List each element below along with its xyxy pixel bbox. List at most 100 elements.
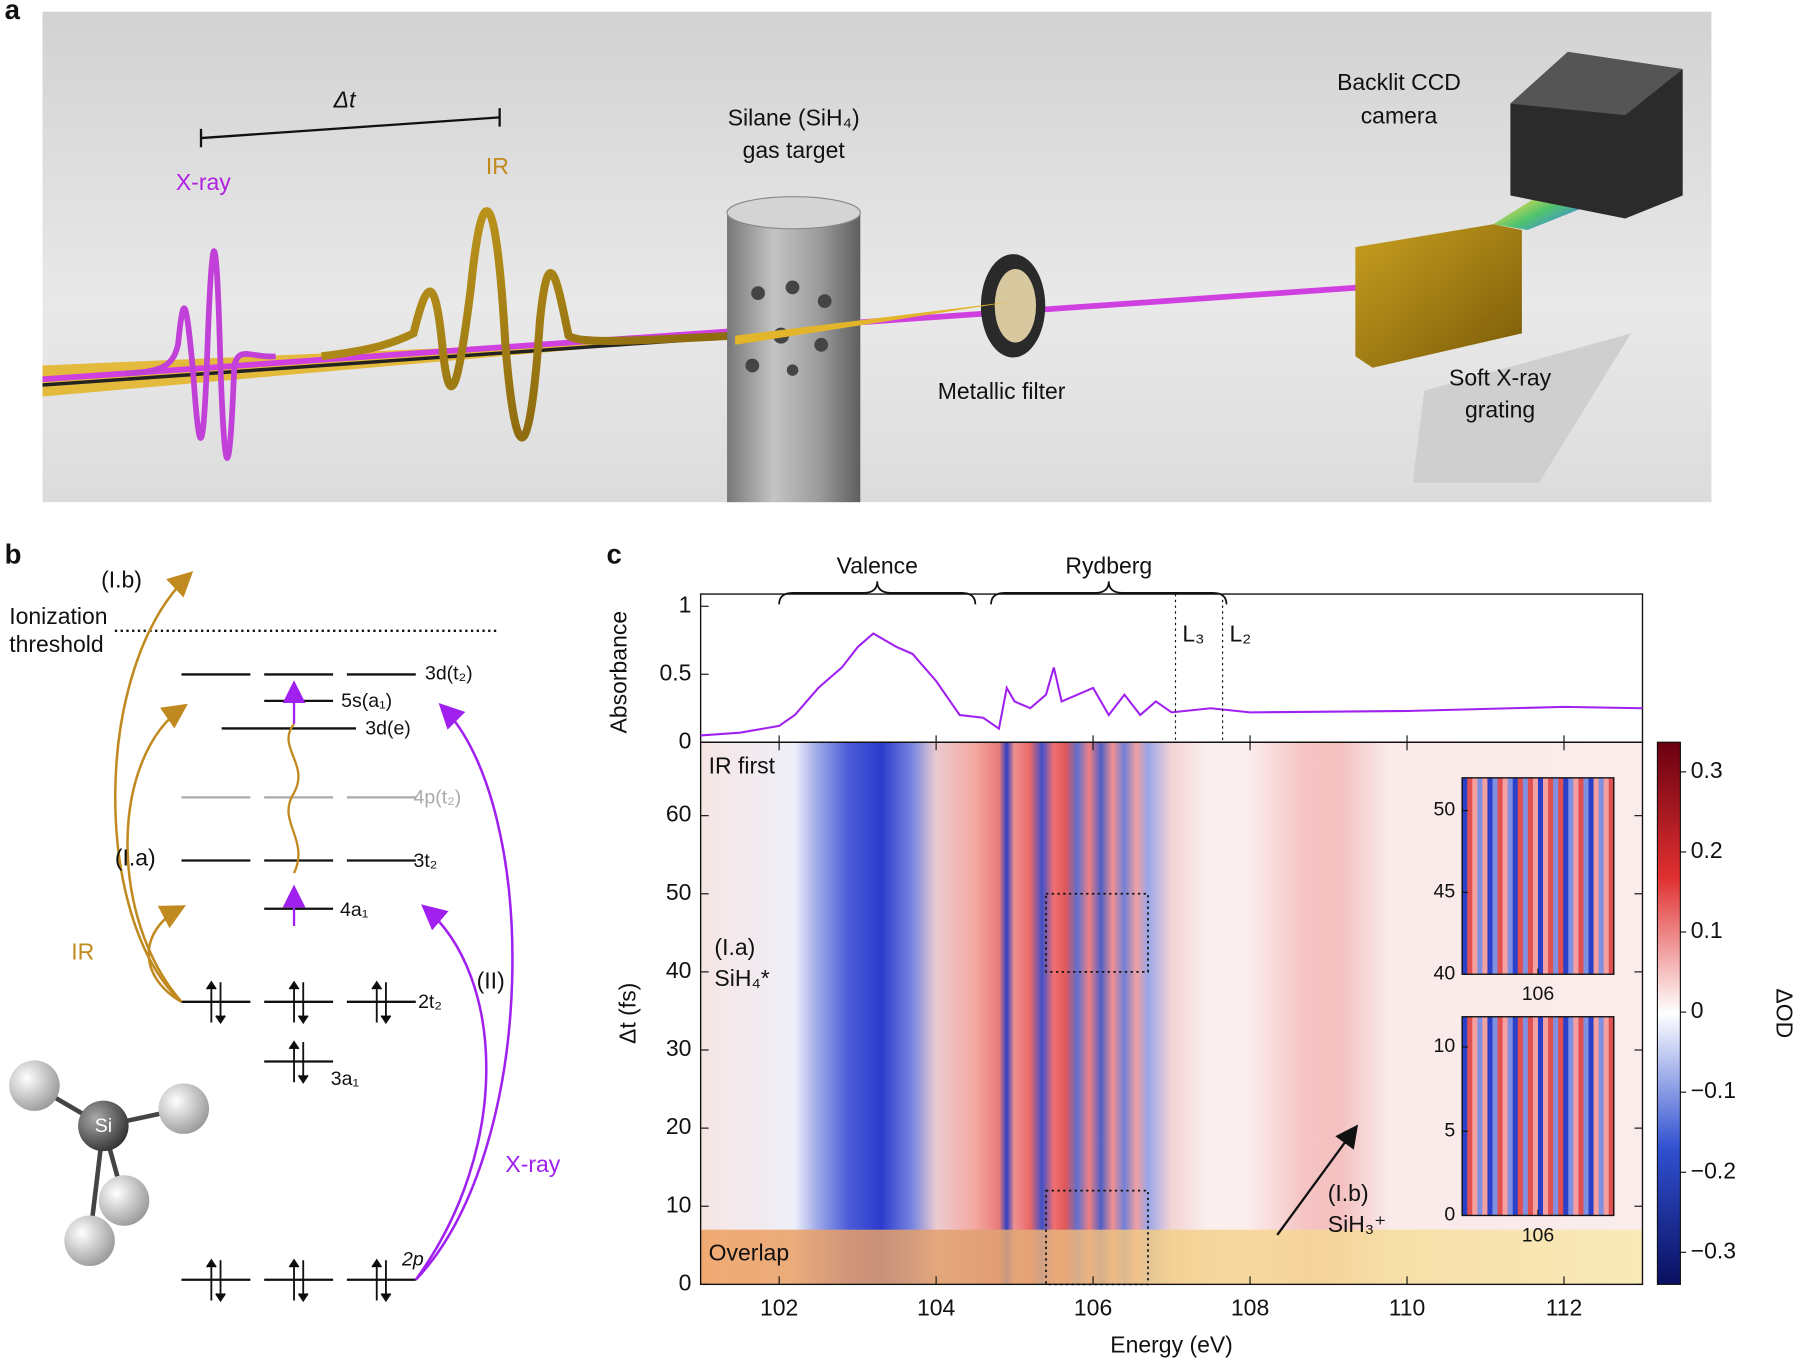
inset-stripe bbox=[1568, 1016, 1574, 1216]
inset-stripe bbox=[1537, 777, 1544, 975]
y-axis-label: Δt (fs) bbox=[614, 983, 640, 1044]
xray-arrows bbox=[414, 703, 514, 1281]
ir-pulse bbox=[321, 207, 736, 442]
inset-stripe bbox=[1467, 1016, 1473, 1216]
edge-label: L₃ bbox=[1182, 620, 1204, 646]
annotation-arrow bbox=[1276, 1124, 1359, 1236]
gas-cylinder bbox=[727, 212, 861, 503]
ir-cone bbox=[735, 301, 1016, 345]
inset-stripe bbox=[1578, 1016, 1585, 1216]
inset-stripe bbox=[1482, 1016, 1489, 1216]
process-label: (I.b) bbox=[101, 566, 142, 592]
process-label: (I.a) bbox=[115, 844, 156, 870]
ir-coupling bbox=[287, 723, 300, 874]
inset-stripe bbox=[1507, 1016, 1514, 1216]
inset-stripe bbox=[1492, 1016, 1499, 1216]
level-label: 4p(t₂) bbox=[413, 787, 461, 809]
inset-stripe bbox=[1467, 777, 1473, 975]
inset-stripe bbox=[1543, 777, 1549, 975]
shadow bbox=[1412, 333, 1632, 483]
inset-stripe bbox=[1507, 777, 1514, 975]
colorbar-tick-label: −0.1 bbox=[1691, 1077, 1736, 1103]
brace-label: Rydberg bbox=[1065, 553, 1152, 579]
y-tick-label: 10 bbox=[666, 1191, 692, 1217]
xray-label: X-ray bbox=[505, 1151, 560, 1177]
inset-stripe bbox=[1578, 777, 1585, 975]
inset-stripe bbox=[1532, 1016, 1539, 1216]
inset-stripe bbox=[1537, 1016, 1544, 1216]
camera-label: camera bbox=[1361, 102, 1438, 128]
panel-c: c 102 104 106 108 110 1120102030405060Energy … bbox=[605, 538, 1797, 1357]
inset-stripe bbox=[1608, 1016, 1615, 1216]
x-tick-label: 110 bbox=[1389, 1295, 1426, 1321]
cylinder-top bbox=[726, 196, 861, 230]
inset-stripes bbox=[1462, 777, 1615, 975]
hydrogen-atom bbox=[98, 1175, 150, 1226]
brace bbox=[990, 581, 1228, 605]
inset-stripe bbox=[1472, 1016, 1478, 1216]
x-tick-label: 108 bbox=[1231, 1295, 1269, 1321]
level-label: 3t₂ bbox=[413, 850, 437, 872]
level-label: 5s(a₁) bbox=[341, 690, 392, 712]
panel-a: a Δt X-ray IR Silane (SiH₄) gas target M… bbox=[5, 0, 1712, 503]
target-label: gas target bbox=[743, 137, 846, 163]
inset-stripe bbox=[1573, 1016, 1579, 1216]
electron-spins bbox=[205, 980, 392, 1303]
level-label: 2t₂ bbox=[418, 991, 442, 1013]
y-tick-label: 40 bbox=[666, 957, 692, 983]
colorbar bbox=[1656, 741, 1681, 1285]
xray-label: X-ray bbox=[176, 169, 231, 195]
y-axis-label: Absorbance bbox=[605, 611, 631, 734]
y-tick-label: 10 bbox=[1434, 1035, 1456, 1057]
hydrogen-atom bbox=[64, 1215, 115, 1266]
hydrogen-atom bbox=[9, 1060, 60, 1111]
inset-stripe bbox=[1462, 777, 1468, 975]
inset-stripe bbox=[1492, 777, 1499, 975]
inset-stripe bbox=[1527, 777, 1534, 975]
absorbance-line bbox=[700, 632, 1643, 737]
inset: 106 0 5 10 bbox=[1434, 1016, 1615, 1246]
inset-stripe bbox=[1482, 777, 1489, 975]
inset-stripe bbox=[1472, 777, 1478, 975]
inset-stripe bbox=[1558, 1016, 1564, 1216]
panel-label: a bbox=[5, 0, 21, 25]
y-tick-label: 50 bbox=[1434, 799, 1456, 821]
delay-label: Δt bbox=[333, 86, 357, 112]
inset-stripe bbox=[1553, 777, 1559, 975]
inset-stripe bbox=[1598, 1016, 1605, 1216]
level-label: 4a₁ bbox=[340, 899, 369, 921]
inset-stripe bbox=[1487, 1016, 1494, 1216]
inset-stripe bbox=[1512, 777, 1519, 975]
inset-stripe bbox=[1502, 1016, 1509, 1216]
colorbar-tick-label: −0.2 bbox=[1691, 1157, 1736, 1183]
level-label: 3d(t₂) bbox=[425, 663, 473, 685]
y-tick-label: 60 bbox=[666, 801, 692, 827]
grating bbox=[1355, 224, 1522, 368]
atom-label: Si bbox=[95, 1115, 112, 1137]
y-tick-label: 40 bbox=[1434, 962, 1456, 984]
colorbar-tick-label: 0.2 bbox=[1691, 837, 1723, 863]
y-tick-label: 0 bbox=[679, 727, 692, 753]
silicon-atom bbox=[78, 1100, 129, 1152]
annotation: (I.a) bbox=[714, 934, 755, 960]
x-tick-label: 106 bbox=[1522, 1224, 1555, 1246]
inset-stripe bbox=[1568, 777, 1574, 975]
inset-stripe bbox=[1497, 777, 1504, 975]
camera-top bbox=[1510, 51, 1683, 116]
grating-label: grating bbox=[1465, 396, 1535, 422]
inset-stripe bbox=[1527, 1016, 1534, 1216]
inset-stripe bbox=[1548, 1016, 1554, 1216]
inset-stripe bbox=[1477, 1016, 1483, 1216]
inset-stripe bbox=[1517, 777, 1524, 975]
colorbar-tick-label: −0.3 bbox=[1691, 1237, 1736, 1263]
inset-stripe bbox=[1517, 1016, 1524, 1216]
panel-label: c bbox=[606, 538, 621, 569]
inset-stripe bbox=[1588, 777, 1595, 975]
x-tick-label: 112 bbox=[1546, 1295, 1583, 1321]
level-label: 3a₁ bbox=[331, 1068, 360, 1090]
edge-label: L₂ bbox=[1229, 620, 1251, 646]
inset-stripe bbox=[1563, 1016, 1569, 1216]
x-axis-label: Energy (eV) bbox=[1110, 1331, 1233, 1357]
level-label: 2p bbox=[401, 1248, 424, 1270]
x-tick-label: 102 bbox=[760, 1295, 798, 1321]
